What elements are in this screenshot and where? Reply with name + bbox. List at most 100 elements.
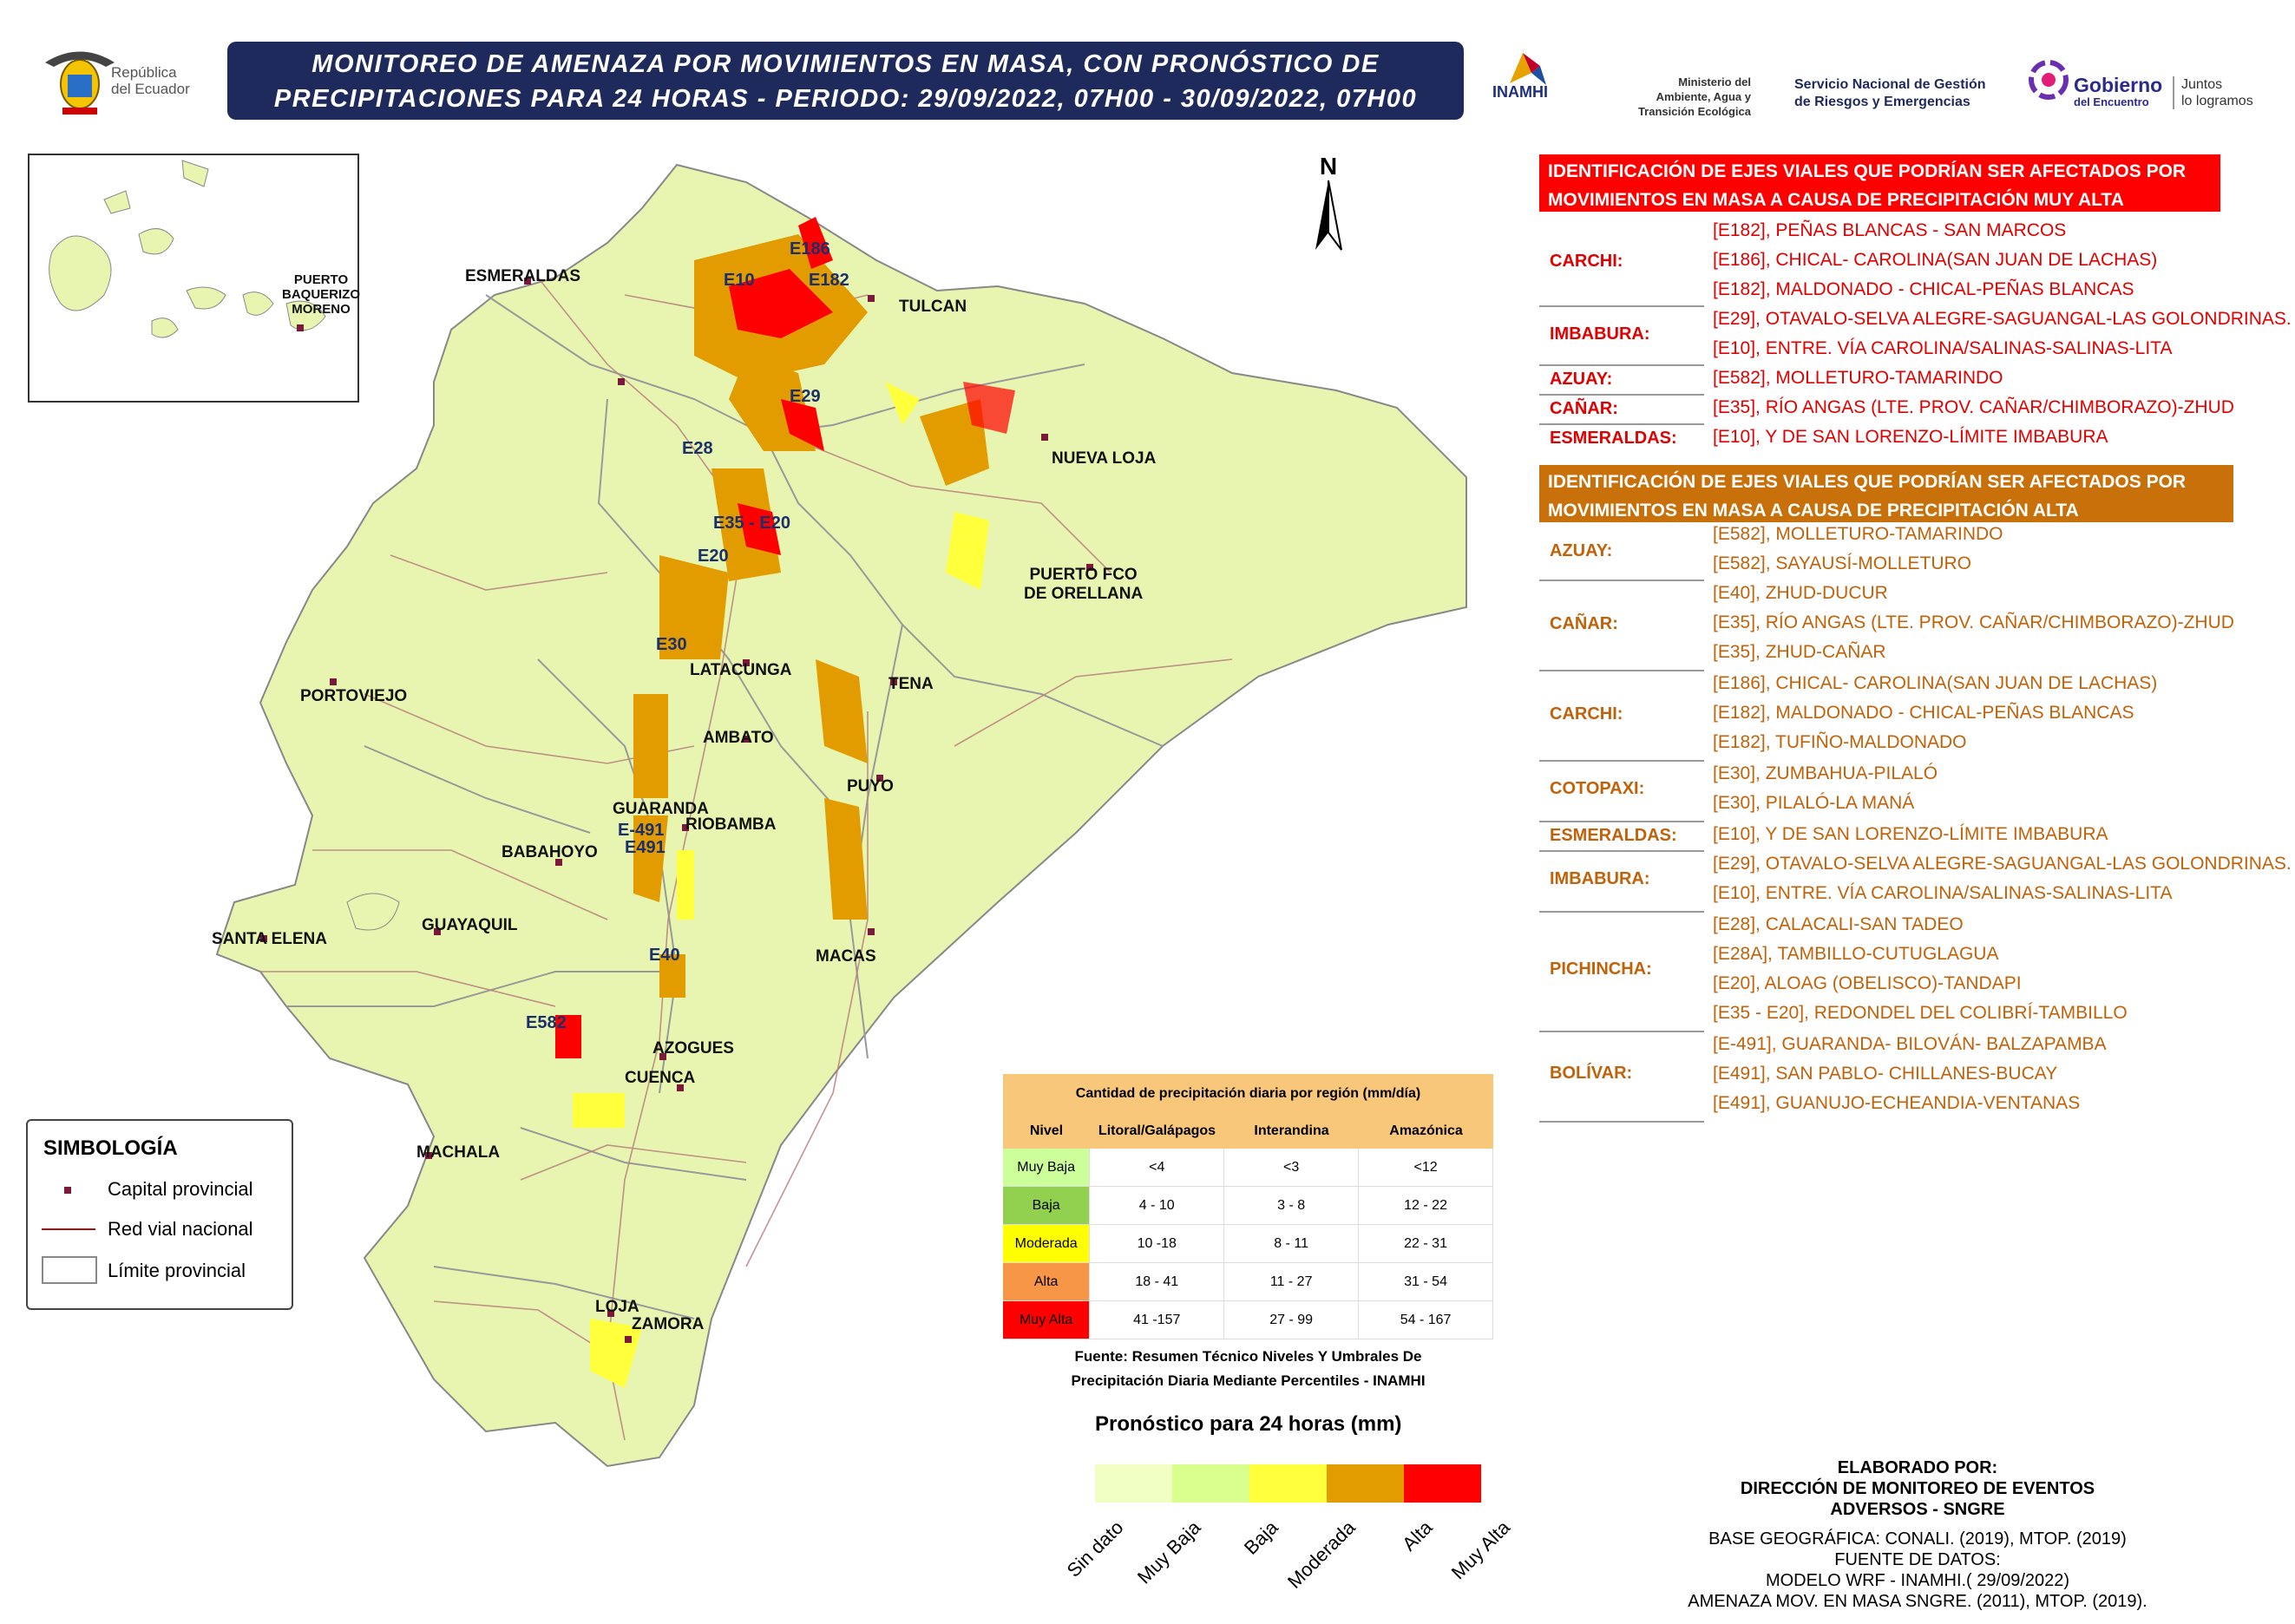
city-tena: TENA: [888, 675, 934, 693]
city-guaranda: GUARANDA: [613, 800, 709, 818]
road-label-e491-a: E-491: [618, 821, 665, 840]
precip-cell: <4: [1090, 1149, 1225, 1186]
precip-cell: Baja: [1003, 1187, 1091, 1224]
road-label-e491-b: E491: [625, 838, 666, 857]
road-label-e29: E29: [790, 387, 821, 406]
precip-cell: 54 - 167: [1359, 1301, 1494, 1339]
credits-block: ELABORADO POR: DIRECCIÓN DE MONITOREO DE…: [1688, 1458, 2147, 1611]
road-item: [E491], SAN PABLO- CHILLANES-BUCAY: [1713, 1064, 2058, 1084]
gobierno-logo-text: Gobierno del Encuentro: [2074, 74, 2163, 108]
city-esmeraldas: ESMERALDAS: [465, 267, 581, 285]
province-label: BOLÍVAR:: [1550, 1064, 1633, 1083]
inamhi-logo: INAMHI: [1492, 49, 1562, 108]
legend-swatch: [1404, 1464, 1481, 1503]
road-label-e20: E20: [698, 547, 729, 566]
province-label: ESMERALDAS:: [1550, 826, 1677, 845]
precip-row: Moderada 10 -18 8 - 11 22 - 31: [1003, 1225, 1494, 1263]
road-item: [E182], PEÑAS BLANCAS - SAN MARCOS: [1713, 220, 2067, 240]
province-label: CARCHI:: [1550, 252, 1623, 271]
precip-cell: 3 - 8: [1224, 1187, 1360, 1224]
city-babahoyo: BABAHOYO: [502, 843, 598, 861]
juntos-logo-text: Juntos lo logramos: [2173, 76, 2253, 109]
legend-swatch: [1172, 1464, 1249, 1503]
ecuador-logo-text: República del Ecuador: [111, 64, 190, 97]
road-item: [E20], ALOAG (OBELISCO)-TANDAPI: [1713, 973, 2022, 993]
road-item: [E10], ENTRE. VÍA CAROLINA/SALINAS-SALIN…: [1713, 338, 2173, 358]
city-cuenca: CUENCA: [625, 1069, 696, 1087]
road-item: [E35], RÍO ANGAS (LTE. PROV. CAÑAR/CHIMB…: [1713, 612, 2234, 632]
road-item: [E35], RÍO ANGAS (LTE. PROV. CAÑAR/CHIMB…: [1713, 397, 2234, 417]
province-label: COTOPAXI:: [1550, 779, 1645, 798]
precip-cell: Muy Baja: [1003, 1149, 1091, 1186]
precip-cell: 18 - 41: [1090, 1263, 1225, 1300]
road-item: [E28A], TAMBILLO-CUTUGLAGUA: [1713, 944, 1999, 964]
road-item: [E182], TUFIÑO-MALDONADO: [1713, 732, 1967, 752]
precip-row: Muy Baja <4 <3 <12: [1003, 1149, 1494, 1187]
road-item: [E582], SAYAUSÍ-MOLLETURO: [1713, 553, 1971, 573]
table-header: Amazónica: [1389, 1123, 1463, 1138]
city-portoviejo: PORTOVIEJO: [300, 687, 408, 705]
road-item: [E186], CHICAL- CAROLINA(SAN JUAN DE LAC…: [1713, 250, 2158, 270]
road-label-e30: E30: [656, 635, 687, 654]
province-label: CARCHI:: [1550, 704, 1623, 724]
road-label-e10: E10: [724, 271, 755, 290]
city-zamora: ZAMORA: [632, 1315, 705, 1333]
city-santa-elena: SANTA ELENA: [212, 930, 327, 948]
panel-muy-alta-list: CARCHI: [E182], PEÑAS BLANCAS - SAN MARC…: [1539, 217, 2295, 460]
precip-cell: Muy Alta: [1003, 1301, 1091, 1339]
province-label: PICHINCHA:: [1550, 959, 1652, 979]
road-item: [E10], ENTRE. VÍA CAROLINA/SALINAS-SALIN…: [1713, 883, 2173, 903]
road-item: [E582], MOLLETURO-TAMARINDO: [1713, 524, 2003, 544]
road-item: [E29], OTAVALO-SELVA ALEGRE-SAGUANGAL-LA…: [1713, 309, 2292, 329]
road-label-e40: E40: [649, 946, 680, 965]
panel-muy-alta-header: IDENTIFICACIÓN DE EJES VIALES QUE PODRÍA…: [1539, 154, 2220, 212]
city-macas: MACAS: [816, 947, 876, 966]
title-line-2: PRECIPITACIONES PARA 24 HORAS - PERIODO:…: [273, 85, 1418, 113]
panel-alta-header: IDENTIFICACIÓN DE EJES VIALES QUE PODRÍA…: [1539, 465, 2233, 522]
city-azogues: AZOGUES: [652, 1039, 734, 1058]
road-item: [E28], CALACALI-SAN TADEO: [1713, 914, 1964, 934]
precip-table: Cantidad de precipitación diaria por reg…: [1003, 1074, 1494, 1393]
ecuador-coat-of-arms: [36, 36, 123, 123]
table-header: Interandina: [1254, 1123, 1329, 1138]
precip-table-title: Cantidad de precipitación diaria por reg…: [1003, 1074, 1493, 1114]
province-limit-icon: [42, 1256, 97, 1284]
symbology-limit-label: Límite provincial: [108, 1260, 246, 1281]
legend-swatch: [1249, 1464, 1327, 1503]
road-item: [E182], MALDONADO - CHICAL-PEÑAS BLANCAS: [1713, 703, 2134, 723]
road-item: [E10], Y DE SAN LORENZO-LÍMITE IMBABURA: [1713, 824, 2108, 844]
precip-cell: 41 -157: [1090, 1301, 1225, 1339]
city-ambato: AMBATO: [703, 729, 774, 747]
city-nueva-loja: NUEVA LOJA: [1052, 449, 1157, 468]
city-tulcan: TULCAN: [899, 298, 967, 316]
road-item: [E582], MOLLETURO-TAMARINDO: [1713, 368, 2003, 388]
sngre-logo-text: Servicio Nacional de Gestión de Riesgos …: [1794, 77, 1986, 109]
road-label-e182: E182: [809, 271, 849, 290]
city-latacunga: LATACUNGA: [690, 661, 792, 679]
road-line-icon: [42, 1228, 95, 1230]
precip-row: Muy Alta 41 -157 27 - 99 54 - 167: [1003, 1301, 1494, 1339]
precip-cell: <12: [1359, 1149, 1494, 1186]
precip-cell: 12 - 22: [1359, 1187, 1494, 1224]
symbology-road-label: Red vial nacional: [108, 1218, 253, 1240]
road-item: [E40], ZHUD-DUCUR: [1713, 583, 1888, 603]
precip-cell: <3: [1224, 1149, 1360, 1186]
province-label: AZUAY:: [1550, 370, 1613, 389]
precip-cell: 11 - 27: [1224, 1263, 1360, 1300]
table-header: Litoral/Galápagos: [1098, 1123, 1216, 1138]
province-label: CAÑAR:: [1550, 614, 1618, 633]
precip-cell: 4 - 10: [1090, 1187, 1225, 1224]
ecuador-map[interactable]: PUERTO BAQUERIZO MORENO N ESMERALDAS TUL…: [0, 139, 1527, 1624]
precip-cell: Moderada: [1003, 1225, 1091, 1262]
symbology-capital-label: Capital provincial: [108, 1178, 253, 1200]
road-item: [E29], OTAVALO-SELVA ALEGRE-SAGUANGAL-LA…: [1713, 854, 2292, 874]
road-item: [E30], ZUMBAHUA-PILALÓ: [1713, 763, 1938, 783]
legend-title: Pronóstico para 24 horas (mm): [1095, 1412, 1402, 1436]
precip-cell: 8 - 11: [1224, 1225, 1360, 1262]
road-item: [E182], MALDONADO - CHICAL-PEÑAS BLANCAS: [1713, 279, 2134, 299]
precip-cell: 31 - 54: [1359, 1263, 1494, 1300]
legend-swatch: [1095, 1464, 1172, 1503]
capital-marker-icon: [64, 1187, 71, 1194]
road-item: [E-491], GUARANDA- BILOVÁN- BALZAPAMBA: [1713, 1034, 2107, 1054]
precip-row: Baja 4 - 10 3 - 8 12 - 22: [1003, 1187, 1494, 1225]
